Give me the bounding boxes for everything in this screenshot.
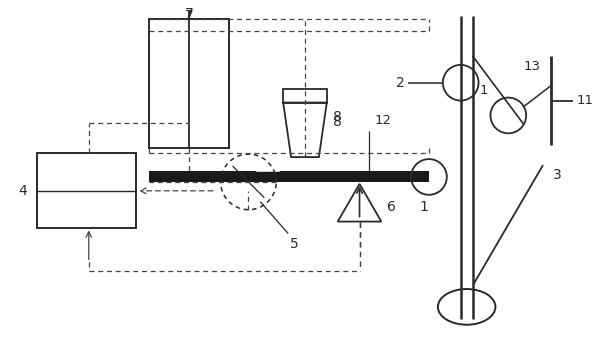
Text: 2: 2: [396, 76, 405, 90]
Text: 6: 6: [387, 200, 396, 214]
Text: 3: 3: [553, 168, 561, 182]
Bar: [149, 19, 229, 148]
Text: 5: 5: [290, 237, 299, 252]
Bar: [283, 89, 327, 103]
Text: 1: 1: [419, 200, 428, 214]
Bar: [257, 159, 279, 171]
Text: 8: 8: [333, 115, 342, 130]
Text: 4: 4: [19, 184, 27, 198]
Bar: [149, 171, 429, 182]
Text: 12: 12: [374, 114, 391, 128]
Text: 8: 8: [333, 110, 342, 124]
Text: 1: 1: [479, 84, 488, 97]
Text: 7: 7: [185, 7, 194, 21]
Bar: [37, 153, 136, 227]
Text: 13: 13: [523, 60, 540, 73]
Text: 7: 7: [185, 9, 194, 23]
Text: 11: 11: [577, 94, 594, 107]
